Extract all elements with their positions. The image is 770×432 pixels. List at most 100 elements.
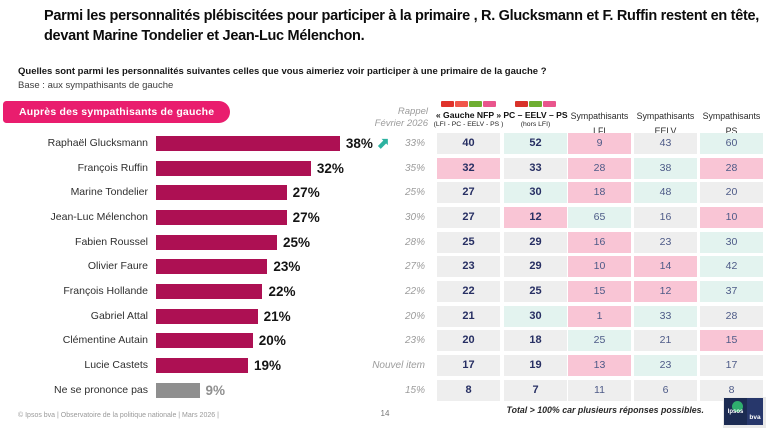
table-cell: 37 [700,280,763,302]
table-cell: 8 [700,379,763,401]
table-cell: 23 [437,256,500,278]
bar [156,160,311,176]
bar-value: 25% [283,232,310,253]
rappel-value: 20% [404,310,425,322]
table-cell: 52 [504,133,567,154]
table-cell: 19 [504,354,567,376]
table-cell: 10 [700,206,763,228]
column-label: Sympathisants [702,111,761,121]
table-cell: 21 [634,330,697,352]
bar [156,234,277,250]
audience-badge: Auprès des sympathisants de gauche [3,101,231,123]
table-cell: 18 [568,182,631,204]
table-cell: 18 [504,330,567,352]
column-header: Sympathisants PS [696,90,767,137]
bar-value-text: 20% [258,333,286,349]
bar-value: 9% [206,380,226,401]
bar-value-text: 21% [263,308,291,324]
bar-label: François Ruffin [77,161,148,174]
table-cell: 43 [634,133,697,154]
rappel-value: 23% [404,335,425,347]
table-cell: 29 [504,231,567,253]
table-cell: 23 [634,354,697,376]
table-cell: 7 [504,379,567,401]
bar-value-text: 25% [283,234,311,250]
table-cell: 28 [700,305,763,327]
pcf-logo-icon [515,101,528,107]
ecologistes-logo-icon [469,101,482,107]
table-cell: 17 [700,354,763,376]
copyright-text: © Ipsos bva | Observatoire de la politiq… [18,412,219,419]
column-sublabel: PS [725,126,738,136]
table-cell: 8 [437,379,500,401]
total-note: Total > 100% car plusieurs réponses poss… [506,405,704,415]
party-logos [630,90,701,107]
column-header: Sympathisants EELV [630,90,701,137]
lfi-logo-icon [441,101,454,107]
table-cell: 6 [634,379,697,401]
column-header: PC – EELV – PS (hors LFI) [500,90,571,128]
table-cell: 65 [568,206,631,228]
bva-logo-text: bva [749,414,761,421]
column-label: PC – EELV – PS [503,110,568,120]
page-title: Parmi les personnalités plébiscitées pou… [44,8,759,45]
table-cell: 25 [504,280,567,302]
bar-value: 21% [264,306,291,327]
bar-value: 23% [273,256,300,277]
bar [156,283,263,299]
rappel-value: 35% [404,162,425,174]
party-logos [564,90,635,107]
rappel-value: 25% [404,187,425,199]
bar-label: Clémentine Autain [62,334,148,347]
table-cell: 23 [634,231,697,253]
bar-value-text: 38% [345,136,373,151]
table-cell: 20 [437,330,500,352]
ps-logo-icon [483,101,496,107]
ipsos-logo-text: Ipsos [727,408,744,415]
table-cell: 10 [568,256,631,278]
bar-value: 19% [254,355,281,376]
table-cell: 1 [568,305,631,327]
rappel-value: 27% [404,261,425,273]
table-cell: 15 [700,330,763,352]
table-cell: 11 [568,379,631,401]
table-cell: 40 [437,133,500,154]
bar-value: 22% [268,281,295,302]
ecologistes-logo-icon [529,101,542,107]
bar-value: 38% ⬈ [346,133,390,154]
bar-label: Olivier Faure [87,260,148,273]
bar-value: 20% [259,330,286,351]
table-cell: 15 [568,280,631,302]
column-sublabel: (hors LFI) [520,121,551,128]
table-cell: 28 [700,157,763,179]
survey-base: Base : aux sympathisants de gauche [18,80,174,91]
table-cell: 33 [634,305,697,327]
table-cell: 9 [568,133,631,154]
bar-value-text: 32% [316,160,344,176]
column-label: « Gauche NFP » [435,110,502,120]
bar-label: Marine Tondelier [70,186,148,199]
rappel-value: 28% [404,236,425,248]
table-cell: 25 [437,231,500,253]
rappel-value: 15% [404,384,425,396]
table-cell: 16 [634,206,697,228]
table-cell: 27 [437,182,500,204]
bar-value-text: 22% [268,283,296,299]
column-label: Sympathisants [570,111,629,121]
fi-phi-logo-icon [455,101,468,107]
bar-value: 27% [293,182,320,203]
table-cell: 27 [437,206,500,228]
rappel-value: 33% [404,138,425,149]
table-cell: 13 [568,354,631,376]
table-cell: 30 [504,182,567,204]
table-cell: 38 [634,157,697,179]
bar-value-text: 27% [292,185,320,201]
bar-label: Ne se prononce pas [54,383,148,396]
column-header: Sympathisants LFI [564,90,635,137]
bar [156,382,200,398]
table-cell: 29 [504,256,567,278]
bar-value-text: 9% [205,382,226,398]
table-cell: 28 [568,157,631,179]
party-logos [696,90,767,107]
